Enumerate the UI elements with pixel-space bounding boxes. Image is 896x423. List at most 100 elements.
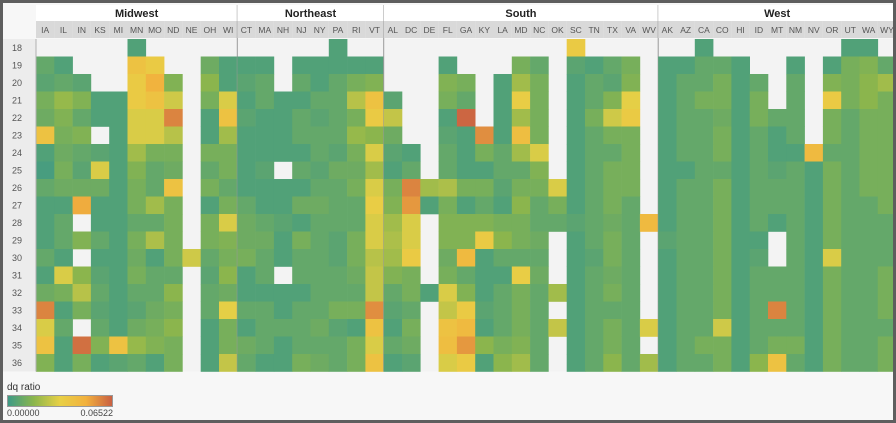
heatmap-cell — [292, 109, 311, 127]
heatmap-cell — [530, 249, 549, 267]
heatmap-cell — [566, 91, 586, 110]
heatmap-cell — [585, 109, 604, 127]
heatmap-cell — [438, 74, 458, 92]
heatmap-cell — [676, 109, 696, 127]
heatmap-cell — [493, 266, 513, 285]
state-header-cell — [603, 21, 622, 38]
state-label: MD — [514, 25, 527, 35]
heatmap-cell — [127, 144, 147, 162]
heatmap-cell — [456, 144, 476, 162]
state-label: RI — [352, 25, 361, 35]
state-header-cell — [328, 21, 348, 38]
heatmap-cell — [365, 179, 384, 197]
heatmap-cell — [200, 336, 220, 355]
heatmap-cell — [292, 266, 311, 285]
heatmap-cell — [383, 109, 403, 127]
state-header-cell — [54, 21, 73, 38]
heatmap-cell — [383, 179, 403, 197]
heatmap-cell — [585, 91, 604, 110]
state-label: MN — [130, 25, 143, 35]
heatmap-cell — [219, 56, 238, 75]
heatmap-cell — [658, 301, 677, 320]
heatmap-cell — [603, 179, 622, 197]
heatmap-cell — [493, 179, 513, 197]
heatmap-cell — [493, 284, 513, 302]
heatmap-cell — [402, 144, 421, 162]
heatmap-cell — [585, 56, 604, 75]
heatmap-cell — [310, 179, 330, 197]
state-header-cell — [438, 21, 457, 38]
heatmap-cell — [859, 354, 879, 372]
heatmap-cell — [164, 144, 183, 162]
heatmap-cell — [475, 336, 494, 355]
heatmap-cell — [145, 179, 165, 197]
heatmap-cell — [200, 91, 220, 110]
heatmap-cell — [511, 214, 531, 232]
heatmap-cell — [54, 284, 73, 302]
heatmap-cell — [768, 301, 787, 320]
legend-gradient-bar — [7, 395, 113, 407]
heatmap-cell — [72, 284, 92, 302]
heatmap-cell — [456, 354, 476, 372]
legend-min-label: 0.00000 — [7, 408, 40, 418]
heatmap-cell — [365, 249, 384, 267]
heatmap-cell — [804, 301, 824, 320]
heatmap-cell — [145, 249, 165, 267]
heatmap-cell — [219, 284, 238, 302]
heatmap-cell — [54, 91, 73, 110]
heatmap-cell — [310, 249, 330, 267]
heatmap-cell — [164, 196, 183, 215]
heatmap-cell — [328, 161, 348, 180]
heatmap-cell — [237, 214, 256, 232]
state-label: NM — [789, 25, 802, 35]
heatmap-cell — [365, 161, 384, 180]
heatmap-cell — [402, 214, 421, 232]
heatmap-cell — [566, 319, 586, 337]
heatmap-cell — [127, 161, 147, 180]
heatmap-cell — [859, 126, 879, 145]
heatmap-cell — [54, 249, 73, 267]
heatmap-cell — [200, 126, 220, 145]
heatmap-cell — [676, 74, 696, 92]
heatmap-cell — [694, 284, 714, 302]
heatmap-cell — [822, 91, 842, 110]
heatmap-cell — [200, 109, 220, 127]
heatmap-cell — [365, 354, 384, 372]
heatmap-cell — [822, 196, 842, 215]
heatmap-cell — [841, 319, 860, 337]
heatmap-cell — [420, 179, 439, 197]
heatmap-cell — [383, 144, 403, 162]
heatmap-cell — [255, 56, 275, 75]
heatmap-cell — [731, 56, 750, 75]
heatmap-cell — [731, 319, 750, 337]
heatmap-cell — [456, 214, 476, 232]
heatmap-cell — [658, 91, 677, 110]
state-header-cell — [182, 21, 201, 38]
heatmap-cell — [658, 179, 677, 197]
row-label: 19 — [12, 61, 22, 71]
heatmap-cell — [493, 109, 513, 127]
heatmap-cell — [438, 56, 458, 75]
heatmap-cell — [273, 126, 293, 145]
heatmap-cell — [328, 109, 348, 127]
heatmap-cell — [438, 91, 458, 110]
heatmap-cell — [164, 319, 183, 337]
heatmap-cell — [566, 284, 586, 302]
state-header-cell — [255, 21, 274, 38]
heatmap-cell — [694, 266, 714, 285]
heatmap-cell — [566, 266, 586, 285]
heatmap-cell — [145, 74, 165, 92]
heatmap-cell — [109, 179, 128, 197]
heatmap-cell — [383, 91, 403, 110]
heatmap-cell — [54, 109, 73, 127]
row-label: 23 — [12, 131, 22, 141]
row-header-background — [3, 39, 36, 372]
heatmap-cell — [822, 161, 842, 180]
heatmap-cell — [749, 74, 769, 92]
heatmap-cell — [219, 249, 238, 267]
heatmap-cell — [127, 39, 147, 57]
heatmap-cell — [90, 161, 110, 180]
heatmap-cell — [768, 336, 787, 355]
heatmap-cell — [713, 301, 732, 320]
